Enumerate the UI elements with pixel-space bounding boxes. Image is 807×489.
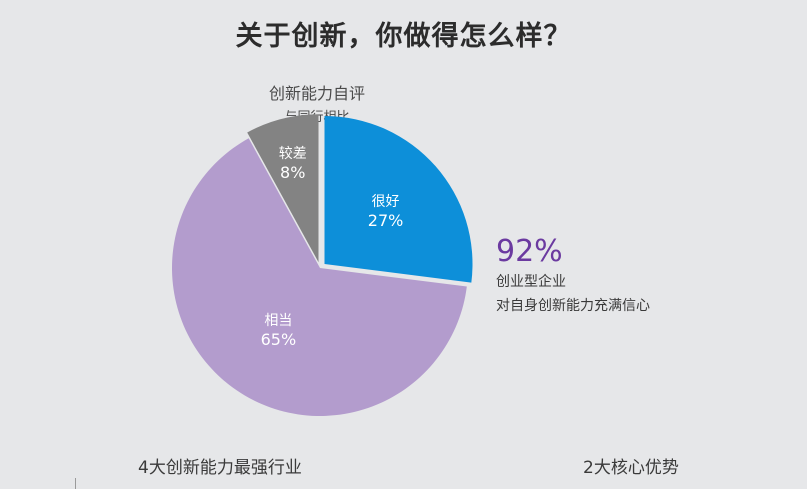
- slice-label: 相当: [264, 313, 292, 329]
- confidence-callout: 92% 创业型企业 对自身创新能力充满信心: [496, 234, 650, 315]
- page-title: 关于创新，你做得怎么样？: [235, 21, 572, 52]
- divider-tick: [75, 478, 76, 489]
- slice-label: 较差: [279, 146, 307, 162]
- slice-value-label: 65%: [261, 330, 297, 349]
- slice-label: 很好: [372, 194, 400, 210]
- callout-line-2: 对自身创新能力充满信心: [496, 298, 650, 314]
- slice-comparable: [172, 138, 467, 416]
- chart-title: 创新能力自评: [268, 84, 365, 103]
- slice-value-label: 27%: [368, 211, 404, 230]
- callout-line-1: 创业型企业: [496, 274, 566, 290]
- footer-right-heading: 2大核心优势: [583, 458, 679, 478]
- footer-left-heading: 4大创新能力最强行业: [138, 458, 302, 478]
- slice-very-good: [324, 116, 473, 283]
- slice-worse: [247, 114, 319, 263]
- slice-value-label: 8%: [280, 163, 305, 182]
- callout-percent: 92%: [496, 234, 563, 269]
